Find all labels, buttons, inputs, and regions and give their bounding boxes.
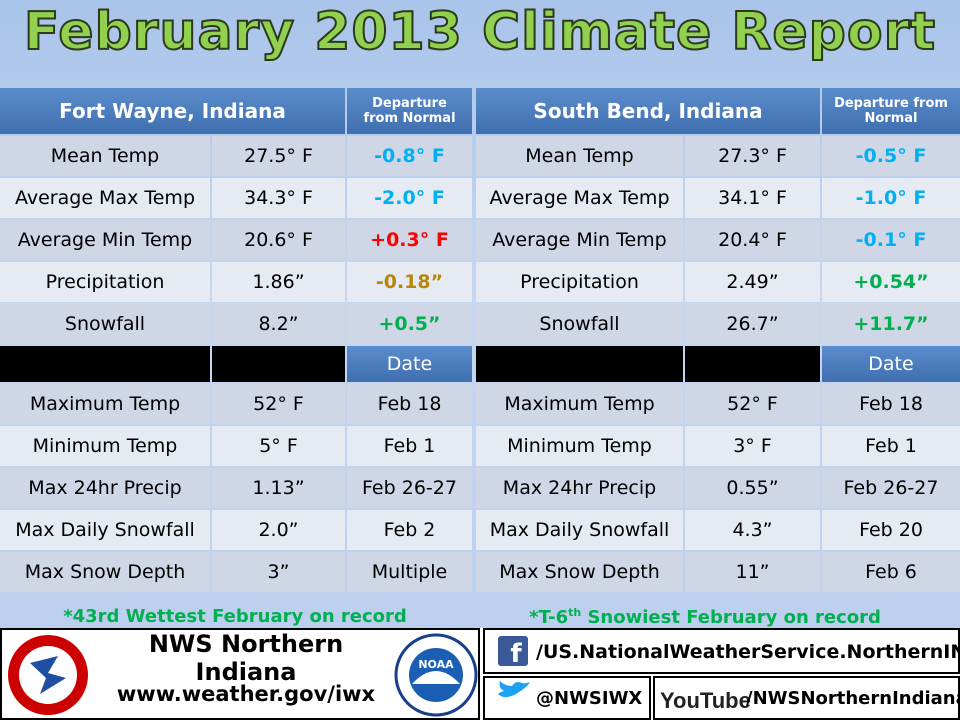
- date-header: Date: [347, 346, 472, 382]
- extreme-label: Max 24hr Precip: [0, 468, 210, 508]
- row-value: 34.3° F: [212, 178, 345, 218]
- row-value: 2.49”: [685, 262, 820, 302]
- extreme-value: 5° F: [212, 426, 345, 466]
- departure-header: Departure from Normal: [822, 88, 960, 134]
- note: *T-6th Snowiest February on record: [470, 606, 940, 628]
- extreme-date: Feb 20: [822, 510, 960, 550]
- row-label: Mean Temp: [476, 136, 683, 176]
- extreme-label: Max 24hr Precip: [476, 468, 683, 508]
- note: *43rd Wettest February on record: [63, 606, 407, 627]
- extreme-value: 52° F: [685, 384, 820, 424]
- extreme-date: Feb 2: [347, 510, 472, 550]
- box: [653, 676, 960, 720]
- extreme-label: Minimum Temp: [0, 426, 210, 466]
- blank-header: [685, 346, 820, 382]
- row-value: 26.7”: [685, 304, 820, 344]
- extreme-date: Feb 26-27: [822, 468, 960, 508]
- noaa-logo: [412, 671, 460, 684]
- note-text: *T-6: [529, 607, 569, 628]
- extreme-date: Feb 1: [347, 426, 472, 466]
- extreme-date: Multiple: [347, 552, 472, 592]
- extreme-label: Max Snow Depth: [0, 552, 210, 592]
- row-departure: -0.1° F: [822, 220, 960, 260]
- facebook-icon: [498, 636, 528, 666]
- extreme-value: 52° F: [212, 384, 345, 424]
- box: [0, 628, 480, 720]
- extreme-label: Maximum Temp: [476, 384, 683, 424]
- blank-header: [476, 346, 683, 382]
- row-label: Precipitation: [0, 262, 210, 302]
- date-header: Date: [822, 346, 960, 382]
- extreme-value: 1.13”: [212, 468, 345, 508]
- row-label: Snowfall: [476, 304, 683, 344]
- row-departure: -0.5° F: [822, 136, 960, 176]
- facebook-f: f: [510, 639, 522, 669]
- facebook: /US.NationalWeatherService.NorthernIN.go…: [536, 641, 960, 663]
- extreme-value: 4.3”: [685, 510, 820, 550]
- noaa-text: NOAA: [418, 658, 454, 671]
- extreme-value: 3° F: [685, 426, 820, 466]
- extreme-date: Feb 18: [822, 384, 960, 424]
- extreme-value: 11”: [685, 552, 820, 592]
- blank-header: [0, 346, 210, 382]
- row-label: Average Max Temp: [0, 178, 210, 218]
- departure-header: Departure from Normal: [347, 88, 472, 134]
- row-departure: -0.18”: [347, 262, 472, 302]
- row-value: 34.1° F: [685, 178, 820, 218]
- row-departure: +0.5”: [347, 304, 472, 344]
- row-label: Average Min Temp: [0, 220, 210, 260]
- office: NWS Northern Indiana: [148, 630, 344, 686]
- row-value: 27.3° F: [685, 136, 820, 176]
- row-value: 8.2”: [212, 304, 345, 344]
- extreme-label: Max Daily Snowfall: [0, 510, 210, 550]
- youtube: /NWSNorthernIndiana: [746, 687, 960, 709]
- note-sup: th: [568, 606, 582, 619]
- row-departure: +0.3° F: [347, 220, 472, 260]
- extreme-label: Maximum Temp: [0, 384, 210, 424]
- row-departure: -1.0° F: [822, 178, 960, 218]
- footer: NOAA f YouTube NWS Northern Indiana www.…: [0, 628, 960, 720]
- row-label: Precipitation: [476, 262, 683, 302]
- row-value: 1.86”: [212, 262, 345, 302]
- title: February 2013 Climate Report: [23, 1, 937, 63]
- extreme-value: 3”: [212, 552, 345, 592]
- row-departure: +0.54”: [822, 262, 960, 302]
- footer-art: NOAA f YouTube: [0, 628, 960, 720]
- youtube-logo: YouTube: [660, 688, 751, 713]
- extreme-label: Max Daily Snowfall: [476, 510, 683, 550]
- nws-logo: [30, 656, 66, 694]
- row-departure: -0.8° F: [347, 136, 472, 176]
- extreme-date: Feb 18: [347, 384, 472, 424]
- extreme-date: Feb 6: [822, 552, 960, 592]
- row-departure: -2.0° F: [347, 178, 472, 218]
- note-text: Snowiest February on record: [581, 607, 881, 628]
- twitter-icon: [498, 681, 530, 698]
- row-value: 27.5° F: [212, 136, 345, 176]
- row-value: 20.6° F: [212, 220, 345, 260]
- box: [483, 628, 960, 674]
- extreme-value: 2.0”: [212, 510, 345, 550]
- row-label: Average Max Temp: [476, 178, 683, 218]
- row-label: Mean Temp: [0, 136, 210, 176]
- extreme-value: 0.55”: [685, 468, 820, 508]
- blank-header: [212, 346, 345, 382]
- extreme-date: Feb 26-27: [347, 468, 472, 508]
- row-label: Snowfall: [0, 304, 210, 344]
- twitter: @NWSIWX: [536, 687, 643, 709]
- station-header: South Bend, Indiana: [476, 88, 820, 134]
- row-value: 20.4° F: [685, 220, 820, 260]
- row-label: Average Min Temp: [476, 220, 683, 260]
- extreme-label: Minimum Temp: [476, 426, 683, 466]
- station-header: Fort Wayne, Indiana: [0, 88, 345, 134]
- row-departure: +11.7”: [822, 304, 960, 344]
- box: [483, 676, 651, 720]
- extreme-label: Max Snow Depth: [476, 552, 683, 592]
- extreme-date: Feb 1: [822, 426, 960, 466]
- website: www.weather.gov/iwx: [116, 682, 376, 706]
